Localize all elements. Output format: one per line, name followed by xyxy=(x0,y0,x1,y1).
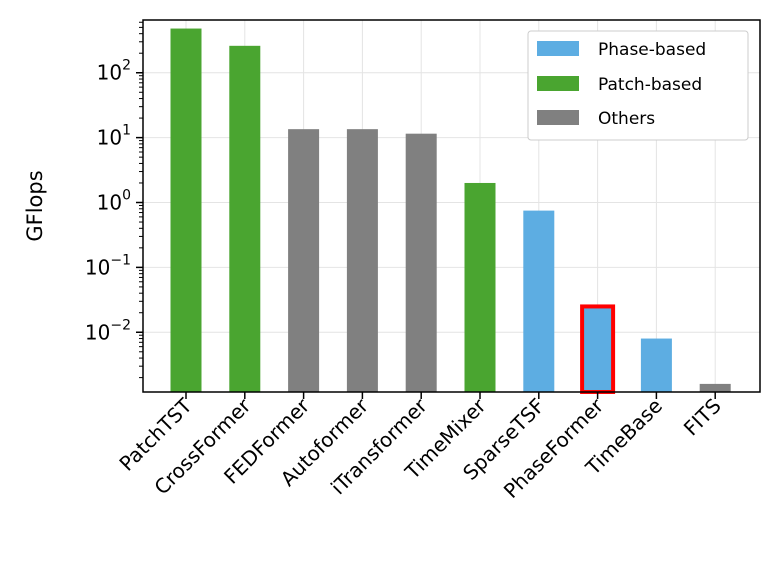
bar-sparsetsf xyxy=(523,210,555,392)
bars xyxy=(170,28,731,394)
legend-swatch-others xyxy=(537,110,579,125)
legend-item-others: Others xyxy=(537,109,655,129)
bar-crossformer xyxy=(229,45,261,393)
legend-label-phase-based: Phase-based xyxy=(598,40,706,60)
y-axis: 102 101 100 10−1 10−2 xyxy=(85,21,143,379)
legend-frame xyxy=(527,30,749,141)
legend-item-phase-based: Phase-based xyxy=(537,40,706,60)
y-axis-label: GFlops xyxy=(23,170,47,241)
legend-item-patch-based: Patch-based xyxy=(537,75,702,95)
bar-timebase xyxy=(640,338,672,392)
bar-autoformer xyxy=(346,129,378,392)
y-tick-label: 101 xyxy=(97,123,131,150)
x-tick-label-fits: FITS xyxy=(679,394,726,441)
bar-itransformer xyxy=(405,133,437,392)
legend-label-patch-based: Patch-based xyxy=(598,75,702,95)
y-tick-label: 100 xyxy=(97,187,131,214)
legend-swatch-patch-based xyxy=(537,76,579,91)
bar-timemixer xyxy=(464,182,496,392)
y-tick-label: 102 xyxy=(97,58,131,85)
plot-frame xyxy=(142,19,761,393)
bar-fits xyxy=(699,383,731,392)
bar-fedformer xyxy=(288,129,320,392)
y-tick-label: 10−1 xyxy=(85,252,131,279)
bar-phaseformer xyxy=(580,304,616,394)
legend-swatch-phase-based xyxy=(537,41,579,56)
legend: Phase-based Patch-based Others xyxy=(527,30,749,141)
legend-label-others: Others xyxy=(598,109,655,129)
x-axis: PatchTSTCrossFormerFEDFormerAutoformeriT… xyxy=(114,392,726,503)
y-tick-label: 10−2 xyxy=(85,317,131,344)
bar-patchtst xyxy=(170,28,202,392)
